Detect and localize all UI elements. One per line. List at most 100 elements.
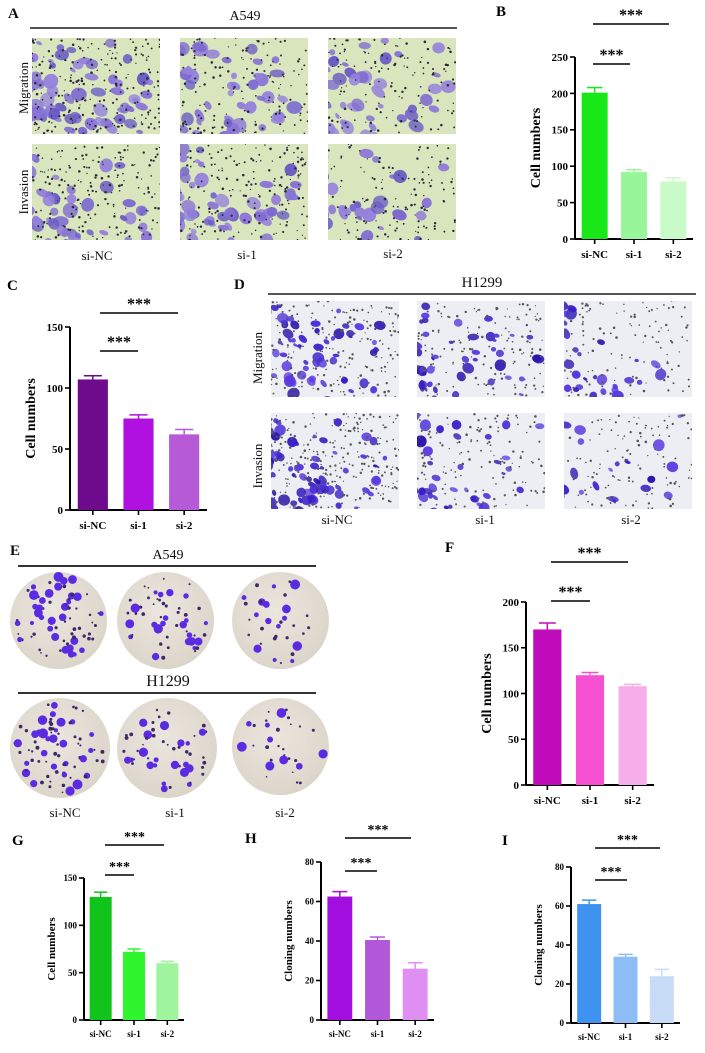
significance-label: *** <box>601 865 622 880</box>
x-tick-label: si-2 <box>408 1029 422 1039</box>
bar-si-2 <box>403 969 428 1020</box>
significance-label: *** <box>617 833 638 848</box>
panel-a-col-label-sinc: si-NC <box>62 248 132 264</box>
y-axis-label: Cell numbers <box>24 378 39 459</box>
x-tick-label: si-NC <box>90 1029 112 1039</box>
y-tick-label: 200 <box>552 88 569 100</box>
micrograph-image <box>417 301 545 397</box>
panel-a-row-label-migration: Migration <box>16 48 32 128</box>
panel-d-row-label-migration: Migration <box>250 318 266 398</box>
bar-si-2 <box>156 963 178 1020</box>
panel-d-row-label-invasion: Invasion <box>250 426 266 506</box>
panel-a-col-label-si1: si-1 <box>212 247 282 263</box>
x-tick-label: si-1 <box>130 520 147 532</box>
micrograph-image <box>180 38 308 134</box>
y-axis-label: Cell numbers <box>480 653 495 734</box>
x-tick-label: si-1 <box>619 1032 633 1042</box>
y-tick-label: 50 <box>508 734 520 746</box>
panel-label-d: D <box>234 277 245 294</box>
y-tick-label: 150 <box>64 873 78 883</box>
panel-d-title-line <box>268 293 696 295</box>
micrograph-image <box>328 38 456 134</box>
y-tick-label: 150 <box>552 125 569 137</box>
panel-label-c: C <box>7 278 18 294</box>
y-tick-label: 0 <box>560 1018 565 1028</box>
micrograph-image <box>328 144 456 240</box>
bar-si-1 <box>365 940 390 1020</box>
y-tick-label: 60 <box>305 897 315 907</box>
x-tick-label: si-2 <box>161 1029 175 1039</box>
y-tick-label: 60 <box>555 901 565 911</box>
micrograph-image <box>32 38 160 134</box>
bar-si-NC <box>577 904 601 1023</box>
bar-si-1 <box>576 675 604 785</box>
x-tick-label: si-NC <box>534 795 561 807</box>
micrograph-image <box>32 144 160 240</box>
y-tick-label: 80 <box>555 862 565 872</box>
panel-e-title-line-top <box>18 565 316 567</box>
y-tick-label: 0 <box>58 505 64 517</box>
x-tick-label: si-1 <box>371 1029 385 1039</box>
y-tick-label: 150 <box>503 643 520 655</box>
y-tick-label: 0 <box>310 1015 315 1025</box>
panel-a-col-label-si2: si-2 <box>358 246 428 262</box>
significance-label: *** <box>619 7 643 24</box>
y-tick-label: 0 <box>514 780 520 792</box>
micrograph-image <box>271 413 399 509</box>
colony-dish <box>117 572 214 669</box>
x-tick-label: si-NC <box>581 249 608 261</box>
y-tick-label: 80 <box>305 857 315 867</box>
colony-dish <box>117 698 217 798</box>
y-axis-label: Cloning numbers <box>533 903 545 985</box>
panel-label-g: G <box>12 833 24 849</box>
panel-d-col-label-si2: si-2 <box>596 512 666 528</box>
significance-label: *** <box>600 47 624 64</box>
panel-d-title: H1299 <box>268 275 696 292</box>
significance-label: *** <box>368 823 389 838</box>
y-tick-label: 50 <box>557 197 569 209</box>
x-tick-label: si-NC <box>578 1032 600 1042</box>
x-tick-label: si-2 <box>176 520 193 532</box>
y-axis-label: Cell numbers <box>46 917 58 981</box>
y-tick-label: 100 <box>47 383 64 395</box>
y-tick-label: 100 <box>552 161 569 173</box>
panel-a-title: A549 <box>30 9 460 25</box>
panel-label-a: A <box>8 6 19 23</box>
y-tick-label: 200 <box>503 597 520 609</box>
bar-si-1 <box>614 957 638 1023</box>
bar-si-2 <box>169 434 199 510</box>
y-tick-label: 40 <box>305 936 315 946</box>
x-tick-label: si-2 <box>624 795 641 807</box>
bar-si-2 <box>660 181 686 239</box>
x-tick-label: si-2 <box>665 249 682 261</box>
y-tick-label: 40 <box>555 940 565 950</box>
y-tick-label: 250 <box>552 52 569 64</box>
panel-label-f: F <box>445 540 454 556</box>
significance-label: *** <box>351 856 372 871</box>
panel-d-col-label-si1: si-1 <box>450 512 520 528</box>
colony-dish <box>232 572 329 669</box>
y-tick-label: 0 <box>563 234 569 246</box>
y-axis-label: Cell numbers <box>529 107 544 188</box>
x-tick-label: si-NC <box>329 1029 351 1039</box>
panel-d-col-label-sinc: si-NC <box>302 512 372 528</box>
colony-dish <box>10 698 110 798</box>
significance-label: *** <box>124 830 145 845</box>
x-tick-label: si-2 <box>655 1032 669 1042</box>
x-tick-label: si-1 <box>582 795 599 807</box>
micrograph-image <box>417 413 545 509</box>
bar-si-NC <box>533 629 561 785</box>
panel-label-h: H <box>245 831 257 847</box>
y-tick-label: 50 <box>68 968 78 978</box>
significance-label: *** <box>107 334 131 351</box>
significance-label: *** <box>578 545 602 562</box>
panel-label-b: B <box>496 4 506 20</box>
y-tick-label: 150 <box>47 322 64 334</box>
bar-si-1 <box>123 952 145 1020</box>
colony-dish <box>10 572 107 669</box>
micrograph-image <box>180 144 308 240</box>
